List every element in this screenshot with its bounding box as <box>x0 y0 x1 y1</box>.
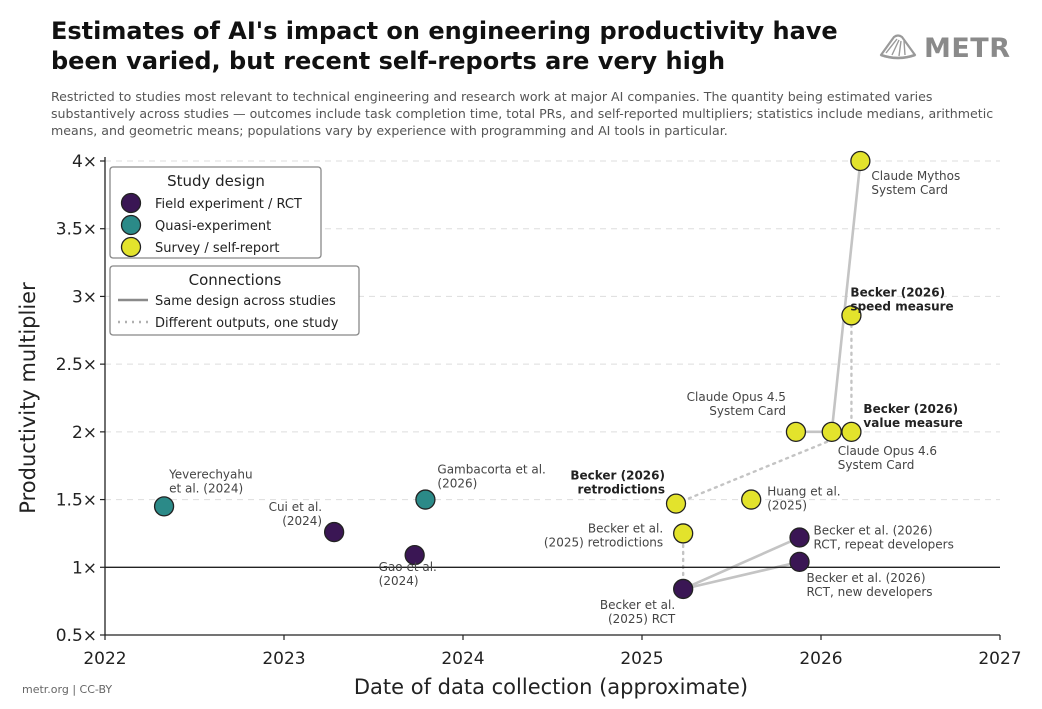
x-tick-label-2022: 2022 <box>83 649 126 669</box>
metr-logo-text: METR <box>924 32 1011 64</box>
metr-logo-icon <box>879 34 917 60</box>
y-tick-label-4: 4× <box>72 152 97 172</box>
tick-labels: 0.5× 1× 1.5× 2× 2.5× 3× 3.5× 4× 2022 2023 2024 2025… <box>56 152 1022 669</box>
point-label-mythos: Claude Mythos <box>871 169 960 183</box>
x-tick-label-2024: 2024 <box>441 649 484 669</box>
axes <box>104 157 1000 636</box>
legend-marker-survey <box>120 236 142 258</box>
point-mythos <box>850 150 871 172</box>
point-huang <box>741 489 762 510</box>
footer-credit: metr.org | CC-BY <box>22 683 113 696</box>
point-gambacorta <box>415 489 436 510</box>
point-label-gambacorta: Gambacorta et al. <box>437 463 545 477</box>
point-label-becker2025_retro: Becker et al. <box>588 521 663 535</box>
point-label-becker2026_new: Becker et al. (2026) <box>807 571 926 585</box>
legend-label-survey: Survey / self-report <box>155 241 280 256</box>
point-becker2025_retro <box>673 523 694 544</box>
point-becker2026_speed <box>841 305 862 326</box>
point-becker2026_repeat <box>789 527 810 548</box>
point-label-becker2025_rct: (2025) RCT <box>608 612 676 626</box>
point-cui <box>323 521 345 543</box>
point-label-becker2026_retro: Becker (2026) <box>570 469 665 483</box>
x-tick-label-2023: 2023 <box>262 649 305 669</box>
point-label-gambacorta: (2026) <box>437 477 477 491</box>
point-label-gao: Gao et al. <box>379 560 437 574</box>
point-becker2026_new <box>789 551 810 573</box>
point-label-becker2026_value: Becker (2026) <box>863 402 958 416</box>
connection-becker2025_rct-to-becker2026_repeat <box>681 536 801 591</box>
legend-study-design-box <box>109 166 322 259</box>
point-label-becker2026_speed: speed measure <box>850 299 953 313</box>
point-label-becker2026_new: RCT, new developers <box>807 585 933 599</box>
data-points <box>153 150 871 600</box>
point-label-gao: (2024) <box>379 574 419 588</box>
point-label-becker2026_value: value measure <box>863 416 962 430</box>
x-tick-label-2027: 2027 <box>978 649 1021 669</box>
connection-becker2025_rct-to-becker2026_new <box>681 560 801 591</box>
legend-connections-title: Connections <box>189 271 282 289</box>
legend-label-dotted: Different outputs, one study <box>155 316 339 331</box>
y-tick-label-1-5: 1.5× <box>56 491 97 511</box>
point-label-huang: Huang et al. <box>767 485 840 499</box>
x-tick-label-2025: 2025 <box>620 649 663 669</box>
point-label-opus46: Claude Opus 4.6 <box>838 444 937 458</box>
legend-marker-field_experiment <box>120 192 142 214</box>
legend-study-design-title: Study design <box>167 172 265 190</box>
page-subtitle: Restricted to studies most relevant to t… <box>51 89 994 138</box>
point-label-yeverechyahu: Yeverechyahu <box>168 467 253 481</box>
y-axis-label: Productivity multiplier <box>16 282 40 514</box>
point-becker2026_value <box>841 421 862 443</box>
legend-label-solid: Same design across studies <box>155 294 336 309</box>
point-label-becker2026_retro: retrodictions <box>577 483 665 497</box>
legend-label-field_experiment: Field experiment / RCT <box>155 197 302 212</box>
point-label-opus45: Claude Opus 4.5 <box>687 390 786 404</box>
y-tick-label-2-5: 2.5× <box>56 355 97 375</box>
point-label-cui: (2024) <box>282 514 322 528</box>
y-tick-label-3-5: 3.5× <box>56 220 97 240</box>
y-tick-label-1: 1× <box>72 558 97 578</box>
legend-connections-box <box>109 265 360 336</box>
point-label-opus45: System Card <box>709 404 786 418</box>
point-label-becker2026_speed: Becker (2026) <box>850 285 945 299</box>
point-opus46 <box>821 421 842 443</box>
point-label-becker2025_retro: (2025) retrodictions <box>544 535 663 549</box>
legend-label-quasi_experiment: Quasi-experiment <box>155 219 271 234</box>
point-becker2025_rct <box>673 578 694 600</box>
point-label-becker2025_rct: Becker et al. <box>600 598 675 612</box>
point-label-mythos: System Card <box>871 183 948 197</box>
point-label-huang: (2025) <box>767 499 807 513</box>
point-label-becker2026_repeat: Becker et al. (2026) <box>814 523 933 537</box>
point-label-becker2026_repeat: RCT, repeat developers <box>814 537 954 551</box>
x-axis-label: Date of data collection (approximate) <box>354 675 748 699</box>
point-opus45 <box>785 421 807 443</box>
page-title: Estimates of AI's impact on engineering … <box>51 17 838 75</box>
legend-marker-quasi_experiment <box>120 214 142 236</box>
point-gao <box>404 544 425 566</box>
metr-logo: METR <box>878 30 1011 66</box>
point-label-opus46: System Card <box>838 458 915 472</box>
point-label-cui: Cui et al. <box>269 500 323 514</box>
connection-opus46-to-mythos <box>830 159 862 434</box>
y-tick-label-3: 3× <box>72 287 97 307</box>
point-label-yeverechyahu: et al. (2024) <box>169 481 243 495</box>
y-tick-label-2: 2× <box>72 423 97 443</box>
point-becker2026_retro <box>665 493 687 514</box>
point-yeverechyahu <box>153 496 175 517</box>
legends: Study design Field experiment / RCT Quasi-… <box>109 166 360 336</box>
x-tick-label-2026: 2026 <box>799 649 842 669</box>
y-tick-label-0-5: 0.5× <box>56 626 97 646</box>
